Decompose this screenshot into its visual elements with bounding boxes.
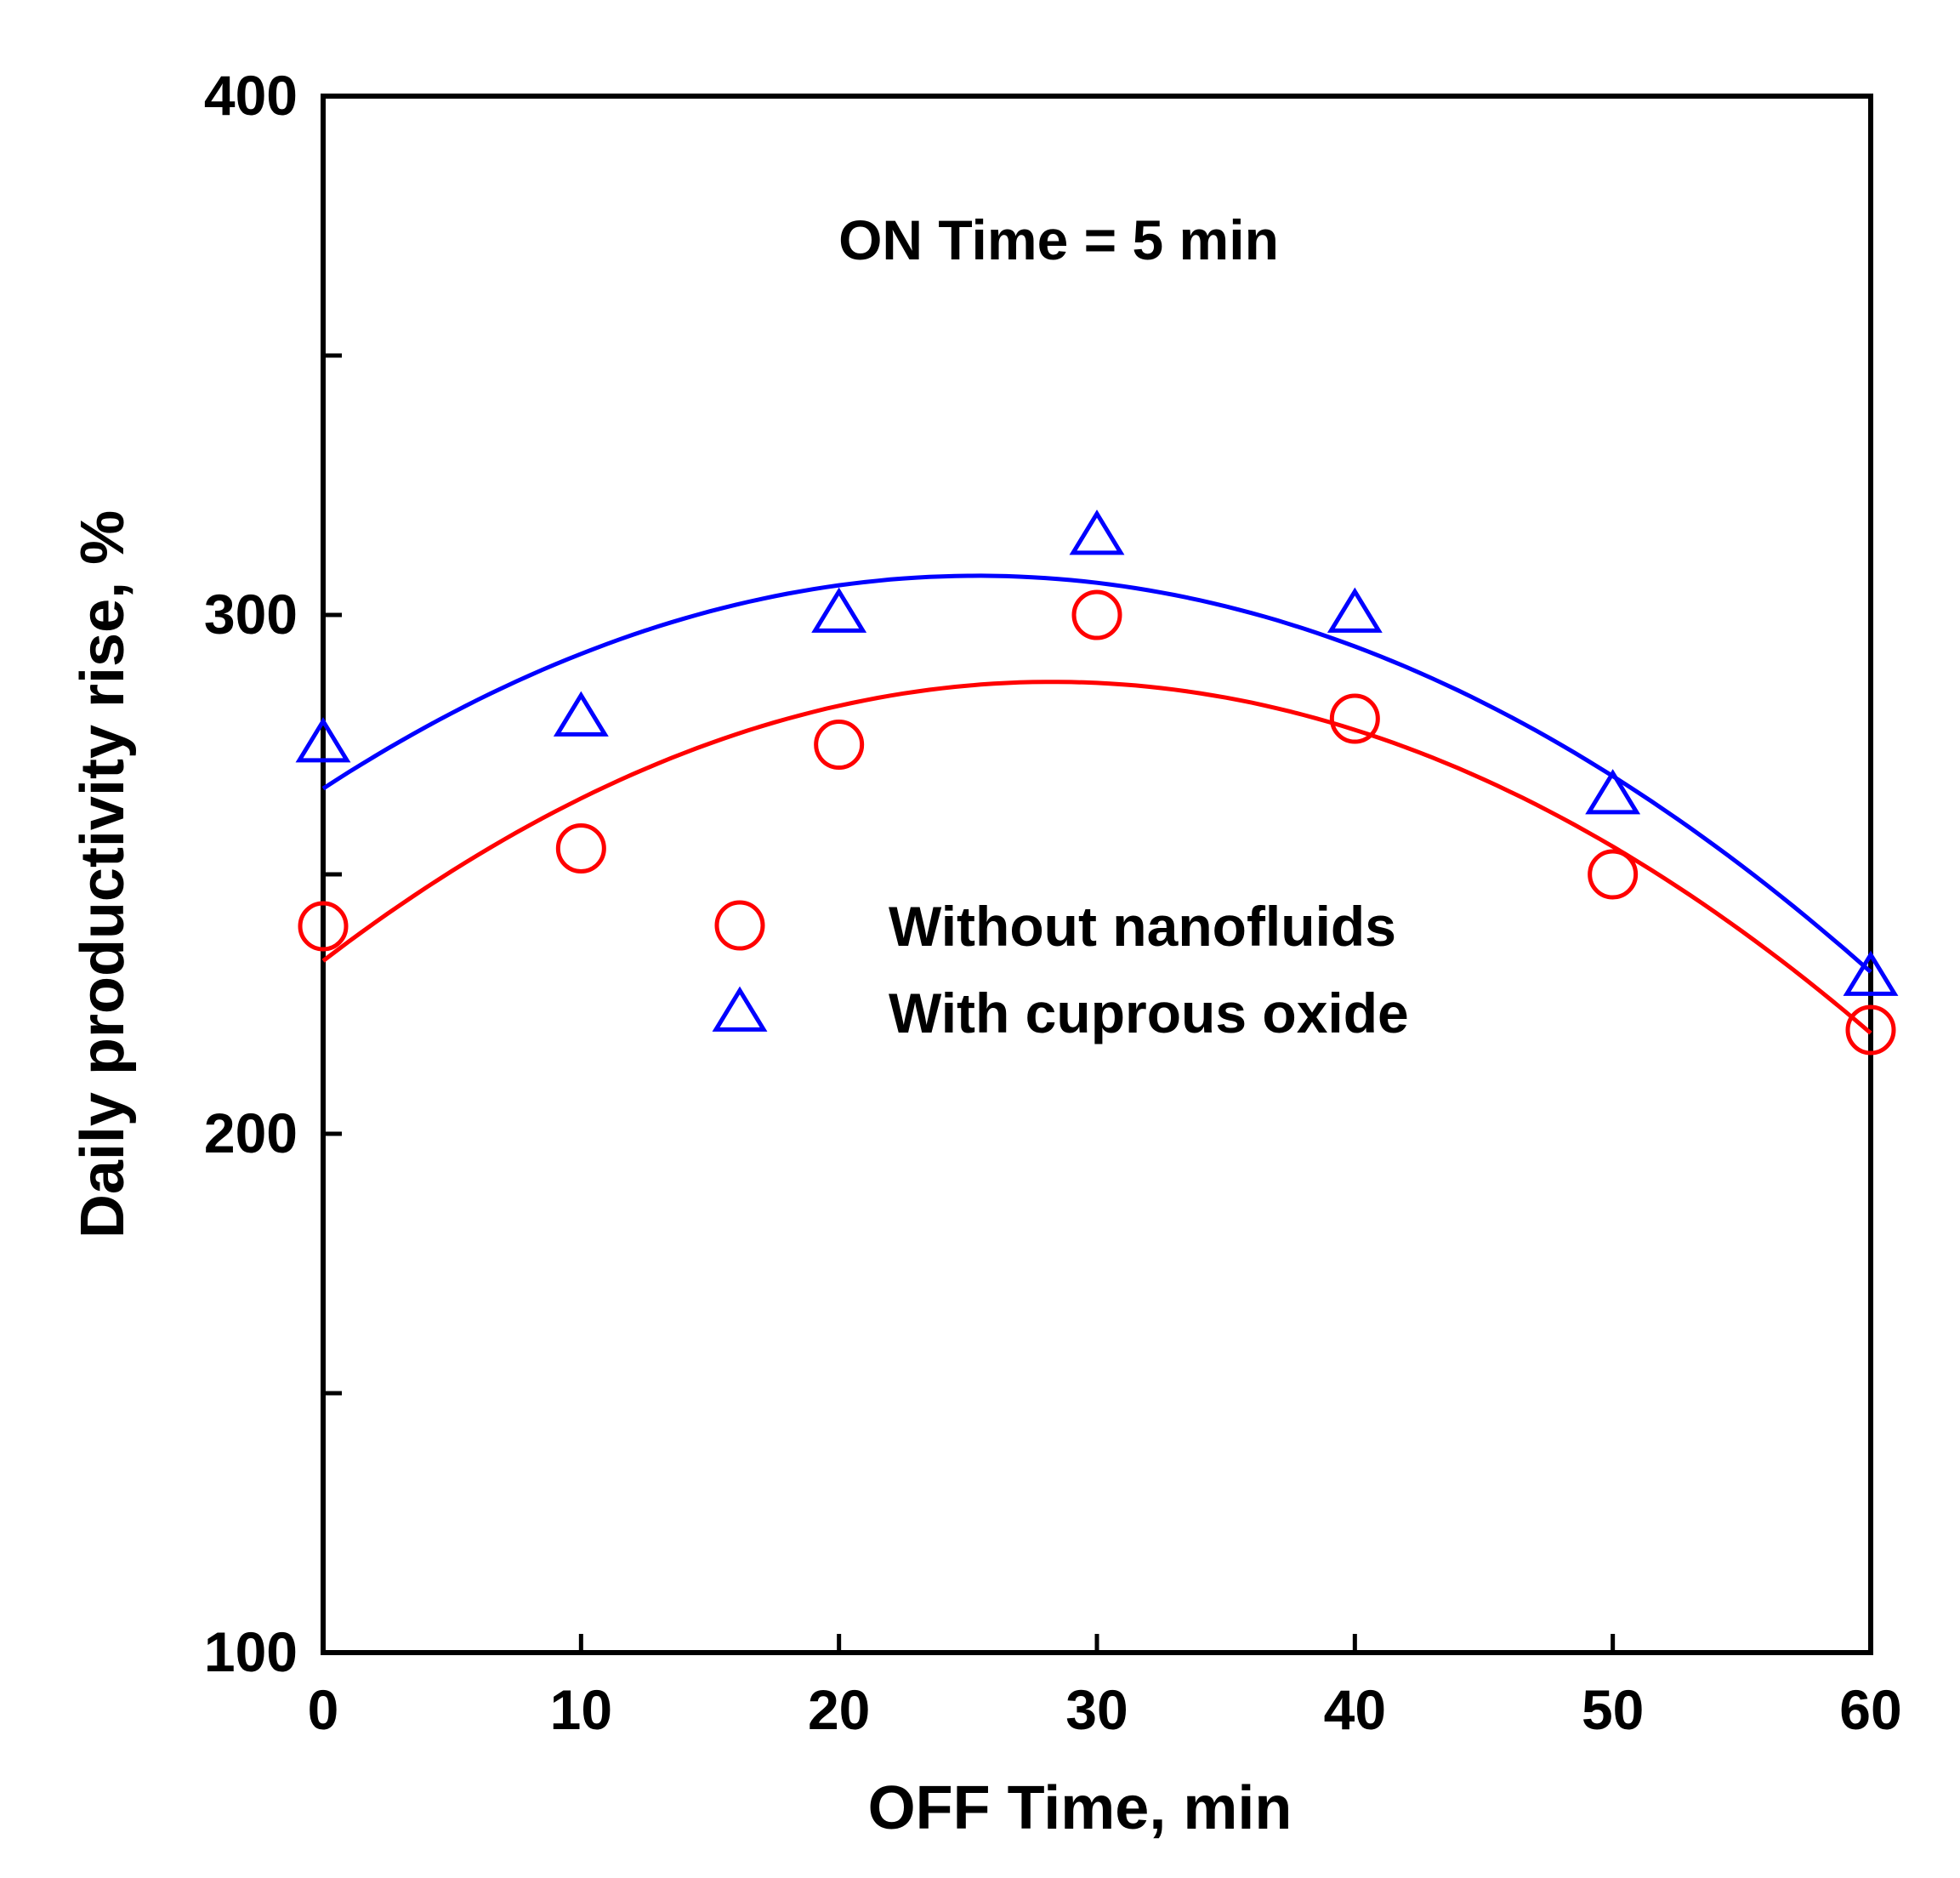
legend-circle (714, 900, 765, 951)
y-axis-title: Daily productivity rise, % (69, 510, 137, 1238)
x-tick-label: 40 (1324, 1678, 1386, 1741)
x-axis-title: OFF Time, min (868, 1774, 1292, 1842)
plot-border (321, 94, 1873, 1655)
data-point-circle (1588, 849, 1639, 900)
legend-label-without-nanofluids: Without nanofluids (889, 895, 1396, 958)
y-tick-label: 100 (204, 1620, 298, 1683)
data-point-circle (1845, 1004, 1896, 1056)
y-tick-label: 400 (204, 64, 298, 127)
x-tick-label: 0 (308, 1678, 339, 1741)
data-point-circle (298, 901, 349, 952)
x-tick-label: 10 (550, 1678, 612, 1741)
legend-marker-circle (714, 900, 765, 951)
legend-label-with-cuprous-oxide: With cuprous oxide (889, 982, 1409, 1044)
data-point-triangle (1069, 509, 1125, 555)
fit-lines (321, 573, 1872, 1035)
data-markers (295, 509, 1899, 1056)
data-point-circle (555, 823, 606, 874)
legend: Without nanofluids With cuprous oxide (712, 895, 1409, 1044)
x-tick-label: 20 (808, 1678, 870, 1741)
legend-triangle (712, 986, 768, 1032)
data-point-triangle (1327, 587, 1383, 633)
data-point-circle (1329, 693, 1380, 744)
x-tick-label: 50 (1582, 1678, 1644, 1741)
data-point-triangle (811, 587, 867, 633)
data-point-triangle (1585, 769, 1641, 815)
data-point-triangle (553, 691, 609, 737)
x-tick-label: 30 (1065, 1678, 1128, 1741)
data-point-circle (814, 720, 865, 770)
x-tick-label: 60 (1839, 1678, 1901, 1741)
legend-marker-triangle (712, 986, 768, 1032)
y-tick-label: 300 (204, 583, 298, 646)
annotation-on-time: ON Time = 5 min (838, 208, 1279, 271)
fit-line-series-0 (321, 680, 1872, 1035)
plot-frame (321, 94, 1873, 1655)
x-axis: 0 10 20 30 40 50 60 (308, 1634, 1902, 1741)
data-point-triangle (1843, 950, 1899, 996)
y-axis: 100 200 300 400 (204, 64, 342, 1683)
data-point-triangle (295, 717, 351, 763)
y-tick-label: 200 (204, 1101, 298, 1164)
data-point-circle (1071, 589, 1122, 640)
